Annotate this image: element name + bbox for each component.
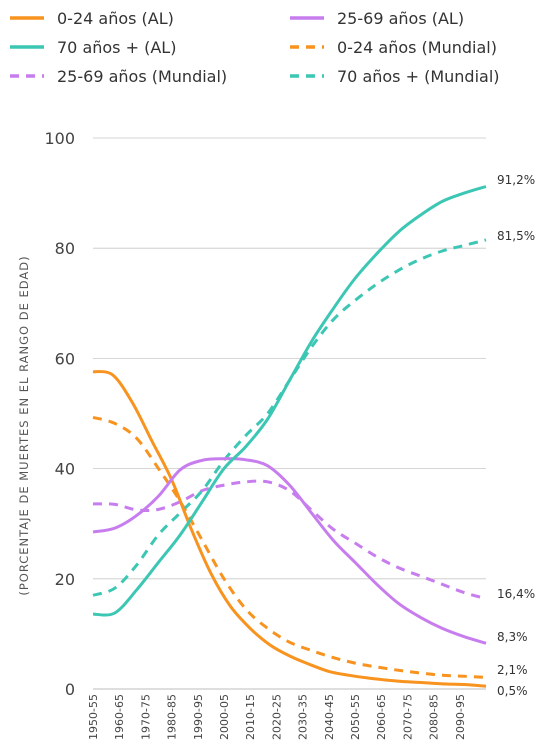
- x-tick-label: 2050-55: [349, 694, 362, 740]
- x-tick-label: 1980-85: [166, 694, 179, 740]
- y-tick-label: 40: [55, 460, 75, 479]
- x-tick-label: 2090-95: [454, 694, 467, 740]
- x-tick-label: 1950-55: [87, 694, 100, 740]
- series-line-25-69-anos-al: [92, 457, 487, 645]
- end-label-70-anos-mundial: 81,5%: [497, 229, 535, 243]
- legend-label: 0-24 años (AL): [57, 9, 174, 28]
- end-labels: 0,5% 8,3% 91,2% 2,1% 16,4% 81,5%: [497, 173, 535, 698]
- legend-label: 0-24 años (Mundial): [337, 38, 497, 57]
- x-axis-ticks: 1950-55 1960-65 1970-75 1980-85 1990-95 2000-…: [87, 694, 467, 740]
- x-tick-label: 2080-85: [428, 694, 441, 740]
- end-label-0-24-anos-mundial: 2,1%: [497, 663, 528, 677]
- x-tick-label: 2070-75: [401, 694, 414, 740]
- end-label-0-24-anos-al: 0,5%: [497, 684, 528, 698]
- x-tick-label: 2000-05: [218, 694, 231, 740]
- x-tick-label: 1990-95: [192, 694, 205, 740]
- x-tick-label: 2060-65: [375, 694, 388, 740]
- y-tick-label: 20: [55, 570, 75, 589]
- series-lines: [92, 185, 487, 688]
- x-tick-label: 2020-25: [270, 694, 283, 740]
- legend-item-0-24-anos-mundial: 0-24 años (Mundial): [290, 38, 497, 57]
- series-line-70-anos-al: [92, 185, 487, 617]
- x-tick-label: 2030-35: [297, 694, 310, 740]
- legend-item-25-69-anos-mundial: 25-69 años (Mundial): [10, 67, 227, 86]
- series-line-0-24-anos-mundial: [92, 415, 487, 679]
- x-tick-label: 1970-75: [139, 694, 152, 740]
- legend-label: 70 años + (AL): [57, 38, 176, 57]
- x-tick-label: 2040-45: [323, 694, 336, 740]
- gridlines: [93, 137, 486, 690]
- legend-label: 25-69 años (AL): [337, 9, 464, 28]
- y-tick-label: 60: [55, 349, 75, 368]
- y-tick-label: 100: [44, 129, 75, 148]
- legend-item-0-24-anos-al: 0-24 años (AL): [10, 9, 174, 28]
- legend-label: 25-69 años (Mundial): [57, 67, 227, 86]
- x-tick-label: 2010-15: [244, 694, 257, 740]
- end-label-70-anos-al: 91,2%: [497, 173, 535, 187]
- y-axis-label: (PORCENTAJE DE MUERTES EN EL RANGO DE ED…: [17, 255, 31, 595]
- legend-item-70-anos-al: 70 años + (AL): [10, 38, 176, 57]
- series-line-70-anos-mundial: [92, 238, 487, 597]
- legend-item-70-anos-mundial: 70 años + (Mundial): [290, 67, 500, 86]
- y-tick-label: 0: [65, 680, 75, 699]
- series-line-25-69-anos-mundial: [92, 479, 487, 601]
- end-label-25-69-anos-al: 8,3%: [497, 630, 528, 644]
- series-line-0-24-anos-al: [92, 370, 487, 688]
- x-tick-label: 1960-65: [113, 694, 126, 740]
- legend: 0-24 años (AL) 25-69 años (AL) 70 años + (…: [10, 9, 500, 86]
- y-axis-ticks: 0 20 40 60 80 100: [44, 129, 75, 699]
- legend-label: 70 años + (Mundial): [337, 67, 500, 86]
- legend-item-25-69-anos-al: 25-69 años (AL): [290, 9, 464, 28]
- end-label-25-69-anos-mundial: 16,4%: [497, 587, 535, 601]
- y-tick-label: 80: [55, 239, 75, 258]
